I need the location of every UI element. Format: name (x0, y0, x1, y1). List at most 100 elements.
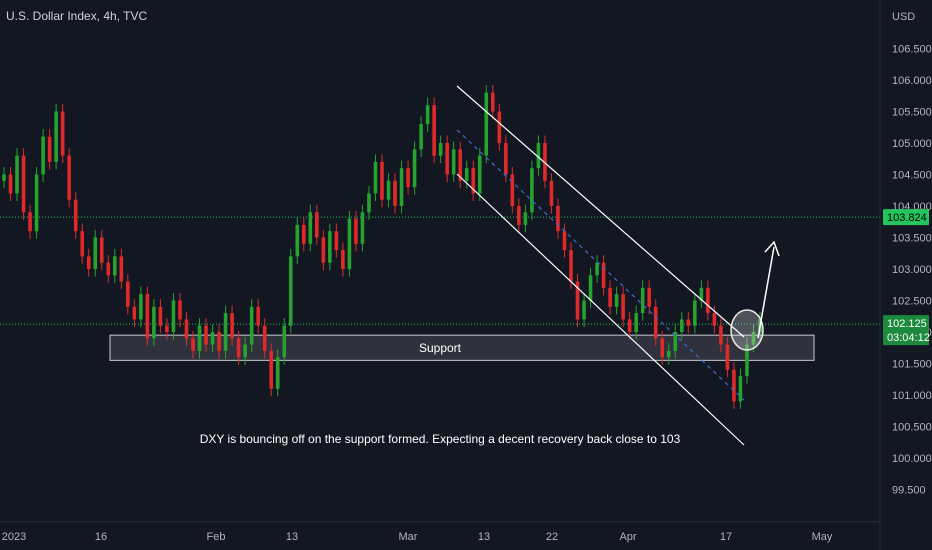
chart-annotation: DXY is bouncing off on the support forme… (200, 432, 681, 446)
candle (673, 324, 678, 359)
support-zone: Support (109, 334, 815, 361)
candle (67, 148, 71, 208)
candle (191, 330, 195, 359)
candle-body (666, 350, 671, 358)
candle-body (269, 350, 273, 389)
candle (530, 160, 534, 220)
candle-body (113, 256, 117, 276)
candle-body (627, 319, 632, 332)
candle-body (165, 325, 169, 332)
candle (373, 154, 378, 201)
candle (582, 292, 586, 327)
candle (139, 286, 143, 327)
candle-body (745, 344, 749, 377)
candle-body (315, 212, 319, 238)
candle (106, 255, 111, 283)
candle (99, 229, 104, 271)
candle (171, 292, 176, 340)
candle-body (680, 319, 684, 332)
candle (223, 305, 228, 359)
candle-body (601, 262, 606, 288)
candle (432, 97, 436, 164)
y-tick-label: 101.500 (892, 359, 932, 371)
candle (21, 148, 26, 220)
candle (614, 286, 619, 315)
x-tick-label: 22 (546, 531, 558, 543)
candle-body (184, 319, 189, 339)
candle (210, 324, 215, 353)
y-tick-label: 105.000 (892, 138, 932, 150)
candle (419, 116, 423, 157)
candle-body (660, 338, 665, 358)
candle (152, 299, 156, 346)
candle (282, 318, 287, 365)
candle-body (380, 161, 384, 200)
candle-body (295, 224, 300, 257)
candle-body (275, 357, 280, 389)
candle-body (243, 344, 247, 358)
candle-body (321, 237, 326, 263)
candle-body (419, 124, 423, 150)
candle (288, 248, 293, 334)
candle (380, 154, 384, 208)
candle (347, 211, 352, 277)
candles (2, 85, 762, 409)
candle (621, 286, 625, 327)
candle-body (543, 143, 547, 181)
candle (588, 267, 593, 309)
candle (680, 311, 684, 340)
resistance-badge (883, 209, 929, 226)
candle (719, 318, 723, 353)
candle-body (67, 155, 71, 200)
x-tick-label: May (812, 531, 833, 543)
candle (725, 337, 730, 378)
candle (132, 299, 137, 327)
candle-body (54, 111, 58, 162)
candle-body (2, 174, 6, 181)
candle (471, 160, 476, 201)
candle (360, 204, 365, 252)
candle-body (386, 180, 391, 200)
candle-body (445, 143, 449, 175)
chart-title: U.S. Dollar Index, 4h, TVC (6, 9, 148, 23)
candle-body (406, 168, 410, 188)
y-tick-label: 100.000 (892, 453, 932, 465)
candle (354, 211, 358, 252)
candle (510, 166, 515, 214)
candle-body (28, 212, 32, 232)
candle-body (106, 262, 111, 276)
candle (445, 135, 449, 183)
candle (256, 299, 260, 334)
candle (666, 343, 671, 365)
candle-body (712, 313, 717, 326)
channel-upper-line (456, 85, 745, 338)
candle (93, 229, 98, 277)
x-tick-label: 13 (478, 531, 490, 543)
candle-body (686, 319, 691, 326)
x-tick-label: 16 (95, 531, 107, 543)
candle-body (236, 338, 241, 358)
y-tick-label: 105.500 (892, 107, 932, 119)
candle-body (653, 306, 658, 339)
candle-body (504, 143, 508, 175)
y-tick-label: 103.000 (892, 264, 932, 276)
candle-body (484, 92, 489, 156)
candle-body (158, 306, 163, 326)
candle (745, 337, 749, 384)
candle-body (412, 149, 417, 188)
candle (653, 299, 658, 346)
candle (28, 204, 32, 239)
candle (575, 274, 580, 327)
candle-body (458, 149, 462, 181)
candle (8, 166, 13, 201)
candle (158, 299, 163, 334)
candle (113, 248, 117, 283)
candle (504, 135, 508, 183)
candle-body (647, 287, 651, 307)
candle (706, 280, 710, 321)
y-tick-label: 101.000 (892, 390, 932, 402)
candle-body (191, 338, 195, 351)
candle (412, 141, 417, 195)
candle-body (693, 300, 697, 326)
